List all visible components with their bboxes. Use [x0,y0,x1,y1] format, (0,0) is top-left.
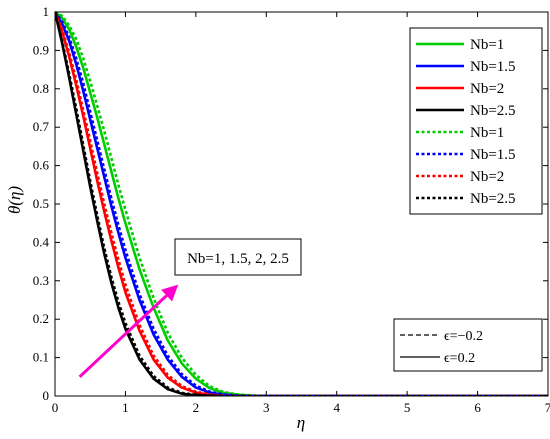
series-legend: Nb=1 Nb=1.5 Nb=2 Nb=2.5 Nb=1 Nb=1.5 Nb=2 Nb=2.5 [409,27,543,215]
legend-label: Nb=1.5 [470,147,516,163]
series-line-solid-2 [55,11,548,396]
series-line-dotted-1 [55,11,548,396]
epsilon-legend-label: ϵ=0.2 [444,351,475,366]
x-tick-label: 3 [263,400,270,415]
y-tick-label: 0.2 [33,311,49,326]
series-line-solid-1 [55,11,548,396]
series-line-dotted-2 [55,11,548,396]
y-tick-label: 0.7 [33,119,50,134]
legend-box [409,27,543,215]
epsilon-legend: ϵ=−0.2 ϵ=0.2 [393,318,543,372]
trend-arrow-shaft [78,294,168,378]
y-tick-label: 1 [43,4,50,19]
series-line-dotted-0 [55,10,548,396]
y-tick-label: 0.8 [33,81,49,96]
y-tick-label: 0.5 [33,196,49,211]
legend-label: Nb=1 [470,125,504,141]
annotation-text: Nb=1, 1.5, 2, 2.5 [187,251,289,267]
y-tick-label: 0.9 [33,42,49,57]
legend-label: Nb=2.5 [470,103,516,119]
x-tick-label: 6 [474,400,481,415]
annotation: Nb=1, 1.5, 2, 2.5 [78,238,302,378]
x-axis-label: η [297,413,305,432]
legend-label: Nb=2.5 [470,191,516,207]
ticks: 0 1 2 3 4 5 6 7 0 0.1 0.2 0.3 0.4 0.5 0.6 0.7 0.8 0.9 1 [33,4,550,415]
epsilon-legend-box [393,318,543,372]
y-axis-label: θ(η) [5,186,24,214]
x-tick-label: 0 [52,400,59,415]
legend-label: Nb=2 [470,169,504,185]
legend-label: Nb=1 [470,37,504,53]
y-tick-label: 0.4 [33,234,50,249]
y-tick-label: 0.1 [33,350,49,365]
x-tick-label: 7 [545,400,550,415]
annotation-box [174,238,302,276]
x-tick-label: 2 [193,400,200,415]
legend-label: Nb=1.5 [470,59,516,75]
epsilon-legend-label: ϵ=−0.2 [444,329,483,344]
x-tick-label: 5 [404,400,411,415]
x-tick-label: 4 [333,400,340,415]
y-tick-label: 0.6 [33,158,50,173]
series-line-solid-3 [55,11,548,396]
y-tick-label: 0 [43,388,50,403]
legend-label: Nb=2 [470,81,504,97]
y-tick-label: 0.3 [33,273,49,288]
trend-arrow-head [161,284,179,302]
x-tick-label: 1 [122,400,129,415]
